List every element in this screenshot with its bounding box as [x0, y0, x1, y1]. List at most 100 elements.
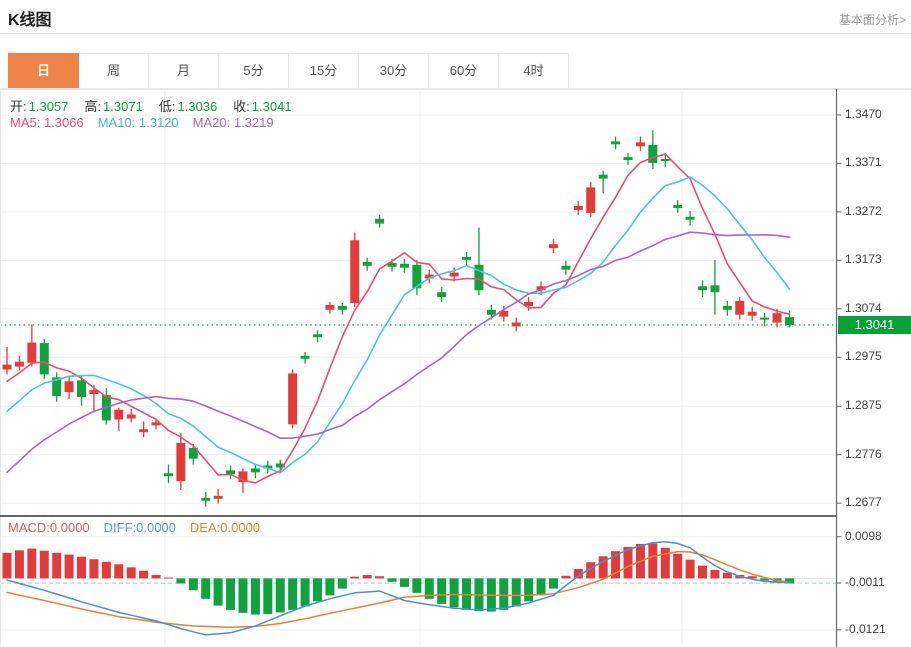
macd-histogram-bar [660, 547, 670, 579]
macd-histogram-bar [387, 578, 397, 582]
macd-histogram-bar [263, 578, 273, 615]
candle-body [586, 187, 596, 213]
macd-histogram-bar [648, 543, 658, 579]
candle-body [263, 465, 273, 469]
candle-body [39, 343, 49, 375]
macd-histogram-bar [250, 578, 260, 615]
candle-body [362, 261, 372, 266]
macd-histogram-bar [586, 562, 596, 579]
ohlc-label-0: 开: [10, 99, 27, 114]
ohlc-readout: 开: 1.3057 高: 1.3071 低: 1.3036 收: 1.3041 [10, 96, 308, 115]
ohlc-label-2: 低: [158, 99, 176, 114]
price-axis-label: 1.3074 [845, 300, 882, 315]
candle-body [548, 244, 558, 249]
tab-日[interactable]: 日 [8, 53, 79, 89]
macd-histogram-bar [710, 569, 720, 579]
candle-body [213, 495, 223, 499]
macd-histogram-bar [561, 575, 571, 579]
ohlc-value-0: 1.3057 [28, 99, 69, 114]
price-axis-label: 1.3470 [845, 106, 882, 121]
macd-histogram-bar [573, 569, 583, 579]
macd-histogram-bar [151, 574, 161, 579]
candle-body [760, 317, 770, 320]
macd-histogram-bar [548, 578, 558, 589]
tab-月[interactable]: 月 [149, 53, 219, 89]
macd-histogram-bar [499, 578, 509, 610]
macd-histogram-bar [611, 551, 621, 579]
dea-legend-item: DEA:0.0000 [189, 520, 261, 535]
page-title: K线图 [8, 12, 52, 29]
macd-axis-label: -0.0121 [845, 621, 886, 636]
candle-body [89, 390, 99, 395]
candle-body [648, 144, 658, 163]
ohlc-value-1: 1.3071 [103, 99, 143, 114]
candle-body [313, 334, 322, 338]
candle-body [486, 309, 496, 315]
macd-histogram-bar [424, 578, 434, 599]
ma-legend: MA5: 1.3066 MA10: 1.3120 MA20: 1.3219 [10, 115, 288, 130]
macd-legend: MACD:0.0000 DIFF:0.0000 DEA:0.0000 [8, 520, 274, 535]
macd-histogram-bar [623, 546, 633, 579]
price-axis-label: 1.3371 [845, 155, 882, 170]
candle-body [288, 373, 298, 425]
macd-histogram-bar [399, 578, 409, 587]
candle-body [524, 301, 534, 306]
ma10-legend-item: MA10: 1.3120 [97, 115, 179, 130]
price-axis-label: 1.2776 [845, 446, 882, 461]
candle-body [300, 355, 310, 359]
macd-histogram-bar [722, 572, 732, 579]
candle-body [735, 300, 745, 315]
candle-body [77, 380, 87, 397]
candle-body [114, 409, 124, 420]
tab-5分[interactable]: 5分 [219, 53, 289, 89]
macd-histogram-bar [52, 552, 62, 579]
candle-body [14, 361, 24, 367]
candle-body [64, 381, 74, 393]
ohlc-value-3: 1.3041 [251, 99, 292, 114]
macd-histogram-bar [437, 578, 447, 604]
ma20-legend-item: MA20: 1.3219 [192, 115, 274, 130]
candle-body [387, 262, 397, 267]
macd-histogram-bar [39, 550, 49, 579]
diff-line [6, 541, 791, 636]
ohlc-label-3: 收: [233, 99, 250, 114]
macd-histogram-bar [673, 553, 683, 579]
candle-body [201, 497, 211, 501]
page-header: K线图 基本面分析> [0, 0, 911, 34]
candle-body [275, 463, 285, 468]
candle-body [176, 442, 186, 482]
macd-histogram-bar [598, 556, 608, 579]
candle-body [772, 313, 782, 323]
candle-body [27, 342, 37, 363]
candle-body [474, 264, 484, 291]
candle-body [2, 364, 12, 370]
candle-body [611, 141, 621, 145]
ohlc-label-1: 高: [84, 99, 102, 114]
candle-body [660, 159, 670, 161]
macd-histogram-bar [27, 548, 37, 579]
price-axis-label: 1.2875 [845, 398, 882, 413]
fundamental-analysis-link[interactable]: 基本面分析> [838, 13, 906, 27]
candle-body [784, 317, 794, 325]
macd-histogram-bar [77, 556, 87, 579]
macd-histogram-bar [238, 578, 248, 613]
macd-histogram-bar [176, 578, 186, 584]
tab-30分[interactable]: 30分 [359, 53, 429, 89]
macd-legend-item: MACD:0.0000 [8, 520, 90, 535]
candle-body [722, 305, 732, 310]
candle-body [698, 286, 708, 291]
macd-histogram-bar [126, 567, 136, 579]
macd-histogram-bar [114, 564, 124, 579]
candle-body [399, 263, 409, 268]
ma10-line [6, 176, 791, 474]
macd-histogram-bar [139, 570, 149, 579]
candle-body [710, 285, 720, 293]
candle-body [673, 205, 683, 208]
candle-body [536, 286, 546, 291]
candle-body [437, 292, 447, 298]
macd-histogram-bar [226, 578, 236, 610]
macd-histogram-bar [536, 578, 546, 596]
candle-body [250, 468, 260, 473]
macd-histogram-bar [213, 578, 223, 606]
